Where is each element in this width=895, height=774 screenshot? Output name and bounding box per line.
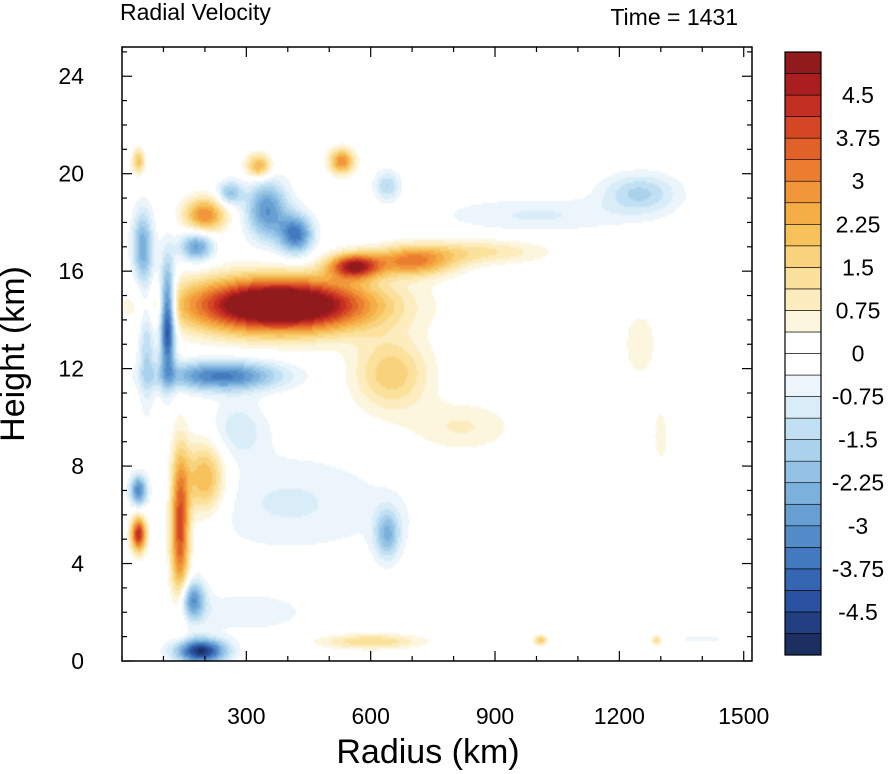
chart-title-left: Radial Velocity — [120, 0, 271, 25]
y-tick-label: 20 — [58, 161, 84, 187]
colorbar-swatch — [784, 417, 822, 440]
colorbar-swatch — [784, 202, 822, 225]
colorbar-swatch — [784, 267, 822, 290]
colorbar-swatch — [784, 525, 822, 548]
colorbar-swatch — [784, 73, 822, 96]
colorbar-frame — [784, 51, 822, 656]
y-tick-label: 24 — [58, 63, 84, 89]
x-tick-label: 300 — [227, 703, 265, 729]
colorbar-swatch — [784, 590, 822, 613]
colorbar-tick-label: -1.5 — [838, 427, 878, 453]
colorbar-swatch — [784, 396, 822, 419]
colorbar-tick-label: 3 — [852, 168, 865, 194]
colorbar-tick-label: 3.75 — [836, 125, 881, 151]
y-tick-label: 8 — [71, 453, 84, 479]
colorbar-swatch — [784, 633, 822, 656]
colorbar-swatch — [784, 482, 822, 505]
velocity-contour-field — [122, 47, 752, 661]
colorbar-swatch — [784, 94, 822, 117]
colorbar-swatch — [784, 460, 822, 484]
plot-frame — [121, 46, 753, 662]
y-tick-label: 0 — [71, 648, 84, 674]
colorbar-swatch — [784, 547, 822, 570]
colorbar-swatch — [784, 180, 822, 204]
colorbar-tick-label: -4.5 — [838, 599, 878, 625]
colorbar-swatch — [784, 331, 822, 354]
colorbar-swatch — [784, 137, 822, 160]
colorbar-tick-label: 1.5 — [842, 254, 874, 280]
y-axis-label: Height (km) — [0, 266, 32, 442]
colorbar-swatch — [784, 568, 822, 591]
colorbar-swatch — [784, 310, 822, 333]
colorbar-tick-label: -3.75 — [832, 556, 884, 582]
colorbar-swatch — [784, 245, 822, 268]
x-tick-label: 900 — [476, 703, 514, 729]
x-tick-label: 1200 — [594, 703, 645, 729]
colorbar-swatch — [784, 288, 822, 311]
colorbar-swatch — [784, 159, 822, 182]
colorbar-tick-label: -2.25 — [832, 470, 884, 496]
x-tick-label: 600 — [351, 703, 389, 729]
axis-ticks: 300 600 900 1200 1500 0 4 8 12 16 20 24 — [58, 47, 769, 729]
x-tick-label: 1500 — [718, 703, 769, 729]
plot-area: 300 600 900 1200 1500 0 4 8 12 16 20 24 — [58, 46, 769, 729]
colorbar-swatch — [784, 223, 822, 247]
colorbar-tick-label: -3 — [848, 513, 868, 539]
x-axis-label: Radius (km) — [336, 733, 519, 771]
colorbar-swatch — [784, 51, 822, 74]
colorbar-swatch — [784, 503, 822, 527]
colorbar-tick-label: 0 — [852, 341, 865, 367]
colorbar-swatch — [784, 353, 822, 376]
y-tick-label: 12 — [58, 356, 84, 382]
colorbar-swatch — [784, 439, 822, 462]
chart-title-right: Time = 1431 — [610, 4, 738, 30]
colorbar-swatch — [784, 116, 822, 139]
y-tick-label: 16 — [58, 258, 84, 284]
colorbar-tick-label: 2.25 — [836, 211, 881, 237]
colorbar-tick-label: -0.75 — [832, 384, 884, 410]
colorbar-tick-label: 0.75 — [836, 297, 881, 323]
y-tick-label: 4 — [71, 551, 84, 577]
colorbar: 4.5 3.75 3 2.25 1.5 0.75 0 -0.75 -1.5 -2.25 -3 -3.7… — [784, 51, 884, 656]
colorbar-swatch — [784, 374, 822, 397]
colorbar-tick-label: 4.5 — [842, 82, 874, 108]
colorbar-swatch — [784, 611, 822, 634]
